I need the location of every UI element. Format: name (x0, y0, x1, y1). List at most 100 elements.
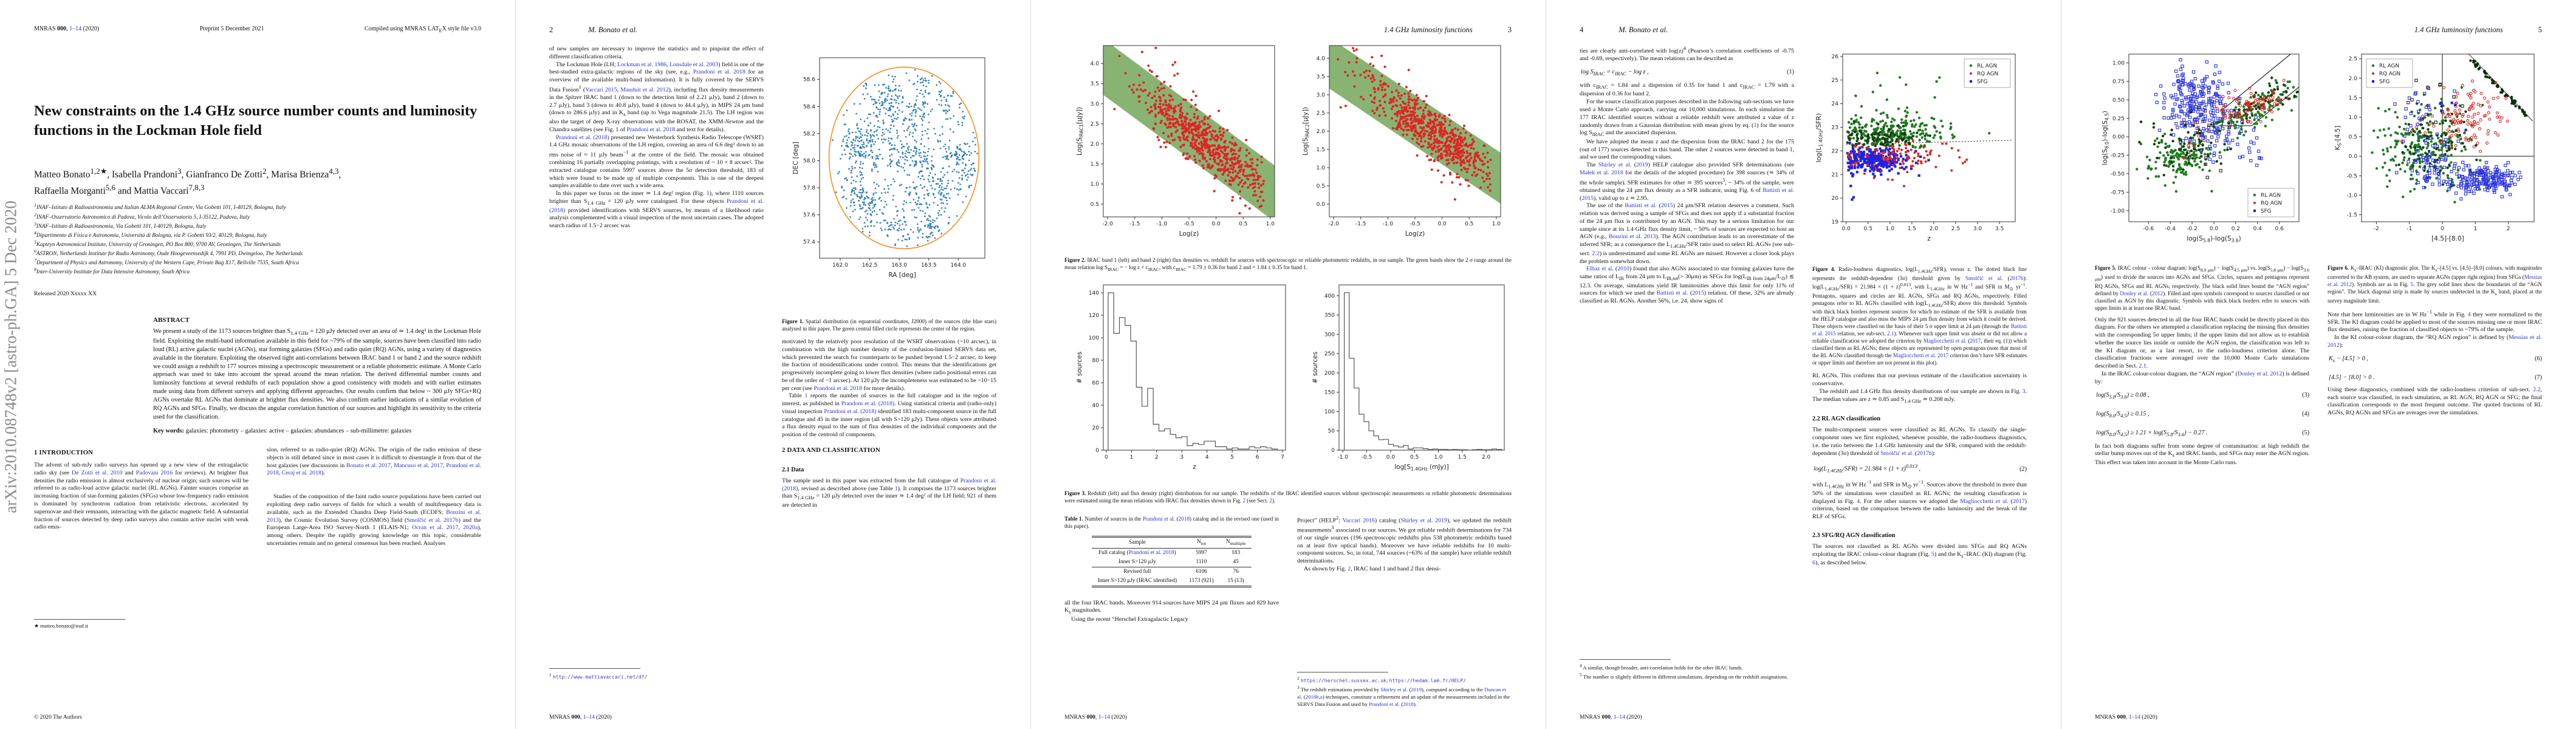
svg-text:0.0: 0.0 (1317, 202, 1326, 208)
url-link[interactable]: https://hedam.lam.fr/HELP/ (1389, 677, 1467, 684)
two-columns: -0.6 -0.4 -0.2 0.0 0.2 0.4 0.6 -1.00 -0.75 -0.50 -… (2095, 46, 2542, 681)
citation-link[interactable]: 5 (1931, 550, 1934, 558)
citation-link[interactable]: Vaccari 2016 (1342, 517, 1375, 524)
citation-link[interactable]: 1 (1753, 122, 1757, 129)
citation-link[interactable]: Ocran et al. 2017 (412, 524, 459, 532)
citation-link[interactable]: Bonzini et al. 2013 (1608, 233, 1656, 241)
paragraph: Note that here luminosities are in W Hz−… (2328, 309, 2542, 334)
citation-link[interactable]: Battisti et al. 2015 (1812, 323, 2027, 337)
citation-link[interactable]: 2.2 (1592, 250, 1600, 257)
citation-link[interactable]: 4 (2467, 310, 2471, 318)
citation-link[interactable]: 2 (1348, 566, 1351, 572)
citation-link[interactable]: 2018b (1305, 694, 1319, 700)
paragraph: We have adopted the mean z and the dispe… (1580, 138, 1794, 161)
citation-link[interactable]: 2012 (2152, 290, 2163, 296)
citation-link[interactable]: 4 (1857, 498, 1860, 505)
citation-link[interactable]: Mancuso et al. 2017 (394, 462, 444, 469)
citation-link[interactable]: 2 (1269, 497, 1272, 504)
citation-link[interactable]: Smolčić et al. 2017b (406, 516, 459, 524)
citation-link[interactable]: Bonato et al. 2017 (346, 462, 391, 469)
citation-link[interactable]: Prandoni et al. 2018 (693, 69, 745, 76)
citation-link[interactable]: Prandoni et al. 2018 (1128, 550, 1174, 556)
citation-link[interactable]: Prandoni et al. (1369, 700, 1400, 707)
equation: Ks − [4.5] > 0 , (6) (2328, 355, 2542, 363)
citation-link[interactable]: a (1320, 694, 1323, 700)
paragraph: The Lockman Hole (LH; Lockman et al. 198… (549, 61, 764, 133)
citation-link[interactable]: 2019 (1411, 686, 1422, 693)
citation-link[interactable]: Battisti et al. (1625, 202, 1657, 210)
citation-link[interactable]: 1–14 (583, 714, 595, 720)
svg-text:0.00: 0.00 (2112, 134, 2125, 140)
citation-link[interactable]: Lockman et al. 1986 (617, 61, 667, 68)
svg-text:1.5: 1.5 (1317, 147, 1325, 153)
citation-link[interactable]: Smolčić et al. (1880, 450, 1914, 457)
citation-link[interactable]: Lonsdale et al. 2003 (670, 61, 719, 68)
citation-link[interactable]: Shirley et al. 2019 (1400, 517, 1447, 524)
table-cell: 5997 (1196, 550, 1207, 556)
citation-link[interactable]: Smolčić et al. (1965, 275, 2003, 281)
citation-link[interactable]: 1 (706, 190, 710, 197)
citation-link[interactable]: 2019 (1636, 162, 1648, 169)
citation-link[interactable]: Vaccari 2015 (585, 86, 617, 94)
citation-link[interactable]: Magliocchetti et al. (1923, 338, 1967, 344)
svg-text:100: 100 (1324, 409, 1335, 415)
citation-link[interactable]: Ceraj et al. 2018 (281, 470, 321, 477)
citation-link[interactable]: Messias et al. 2012 (2328, 334, 2542, 349)
abstract-text: We present a study of the 1173 sources b… (153, 328, 481, 420)
citation-link[interactable]: 3 (2022, 388, 2026, 395)
citation-link[interactable]: Prandoni et al. 2018 (814, 385, 862, 392)
citation-link[interactable]: 2.1 (2139, 363, 2146, 370)
citation-link[interactable]: Donley et al. 2012 (2237, 370, 2283, 377)
citation-link[interactable]: Donley et al. (2120, 290, 2149, 296)
citation-link[interactable]: 2017b (1917, 450, 1932, 457)
citation-link[interactable]: Duncan et al. (1297, 686, 1506, 700)
citation-link[interactable]: 2.2 (2533, 386, 2541, 393)
citation-link[interactable]: 1 (894, 485, 898, 492)
citation-link[interactable]: Prandoni et al. (1142, 515, 1176, 522)
citation-link[interactable]: 2015 (1692, 290, 1704, 297)
citation-link[interactable]: Prandoni et al. (2018) (782, 477, 996, 492)
citation-link[interactable]: 6 (1812, 560, 1815, 567)
citation-link[interactable]: Prandoni et al. 2018 (626, 126, 676, 133)
citation-link[interactable]: Prandoni et al. 2018 (267, 462, 481, 477)
url-link[interactable]: https://herschel.sussex.ac.uk (1300, 677, 1386, 684)
citation-link[interactable]: 1–14 (1613, 714, 1625, 720)
citation-link[interactable]: Padovani 2016 (135, 469, 173, 476)
citation-link[interactable]: 2.1 (1887, 330, 1894, 337)
citation-link[interactable]: 2017 (1970, 338, 1981, 344)
citation-link[interactable]: Prandoni et al. (2018) (841, 400, 895, 408)
citation-link[interactable]: 2 (1242, 497, 1246, 504)
citation-link[interactable]: Magliocchetti et al. (1960, 498, 2009, 505)
citation-link[interactable]: 1–14 (1098, 714, 1110, 720)
citation-link[interactable]: 1–14 (69, 26, 82, 32)
citation-link[interactable]: 2018 (1178, 515, 1190, 522)
citation-link[interactable]: Shirley et al. (1598, 162, 1632, 169)
citation-link[interactable]: Prandoni et al. (2018) (824, 408, 877, 415)
citation-link[interactable]: Battisti et al. (1762, 187, 1794, 194)
citation-link[interactable]: 5 (2410, 281, 2414, 287)
citation-link[interactable]: Magliocchetti et al. 2017 (1893, 352, 1949, 359)
citation-link[interactable]: 1 (804, 392, 808, 400)
citation-link[interactable]: 2018 (1403, 700, 1414, 707)
citation-link[interactable]: Messias et al. 2012 (2328, 273, 2542, 287)
citation-link[interactable]: Shirley et al. (1380, 686, 1408, 693)
citation-link[interactable]: 2020a (463, 524, 478, 532)
citation-link[interactable]: Battisti et al. (1656, 290, 1688, 297)
citation-link[interactable]: Prandoni et al. (2018) (556, 134, 609, 141)
citation-link[interactable]: 2015 (1660, 202, 1673, 210)
citation-link[interactable]: 2010 (1617, 265, 1629, 273)
citation-link[interactable]: 2017b (2009, 275, 2024, 281)
url-link[interactable]: http://www.mattiavaccari.net/df/ (552, 674, 648, 680)
citation-link[interactable]: De Zotti et al. 2010 (72, 469, 123, 476)
citation-link[interactable]: Elbaz et al. (1586, 265, 1614, 273)
citation-link[interactable]: Małek et al. 2018 (1580, 169, 1623, 176)
svg-text:22: 22 (1832, 148, 1838, 154)
citation-link[interactable]: Bonzini et al. 2013 (267, 508, 481, 524)
citation-link[interactable]: 2015 (1581, 194, 1594, 202)
page-5-content: 1.4 GHz luminosity functions 5 -0.6 -0.4 -0.… (2095, 0, 2542, 681)
citation-link[interactable]: Prandoni et al. (2018) (549, 197, 764, 214)
citation-link[interactable]: 2017 (2012, 498, 2025, 505)
citation-link[interactable]: 1–14 (2128, 714, 2140, 720)
citation-link[interactable]: Mauduit et al. 2012 (620, 86, 669, 94)
svg-text:4.0: 4.0 (1091, 61, 1100, 67)
